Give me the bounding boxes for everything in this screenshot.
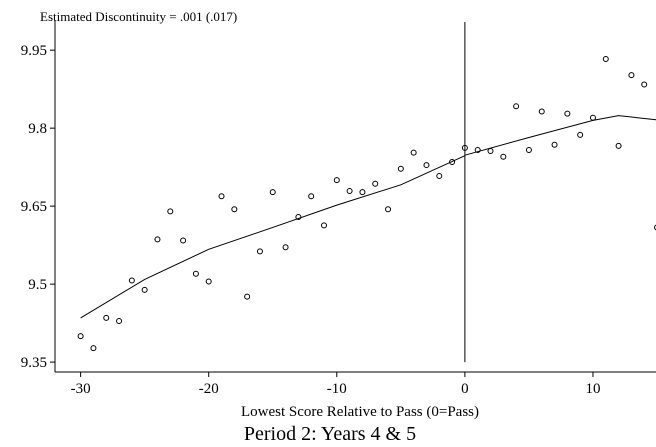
data-point — [256, 248, 263, 255]
data-point — [320, 222, 327, 229]
data-point — [654, 224, 656, 231]
data-point — [372, 180, 379, 187]
data-point — [128, 277, 135, 284]
data-point — [116, 318, 123, 325]
x-tick-label: -10 — [327, 381, 347, 397]
data-point — [538, 108, 545, 115]
data-point — [180, 237, 187, 244]
data-point — [167, 208, 174, 215]
data-point — [346, 188, 353, 195]
data-point — [423, 162, 430, 169]
data-point — [90, 345, 97, 352]
data-point — [397, 165, 404, 172]
x-axis-label: Lowest Score Relative to Pass (0=Pass) — [241, 404, 479, 420]
x-tick-label: 10 — [585, 381, 600, 397]
data-point — [282, 244, 289, 251]
data-point — [577, 131, 584, 138]
data-point — [500, 153, 507, 160]
x-tick-label: 0 — [461, 381, 469, 397]
data-point — [103, 314, 110, 321]
chart-title: Estimated Discontinuity = .001 (.017) — [40, 9, 237, 24]
y-tick-label: 9.5 — [28, 277, 47, 293]
data-point — [436, 172, 443, 179]
data-point — [269, 189, 276, 196]
data-point — [628, 72, 635, 79]
y-tick-label: 9.95 — [21, 43, 47, 59]
data-point — [154, 236, 161, 243]
data-point — [641, 81, 648, 88]
data-point — [602, 55, 609, 62]
data-point — [308, 193, 315, 200]
data-point — [589, 114, 596, 121]
y-tick-label: 9.65 — [21, 199, 47, 215]
data-point — [141, 286, 148, 293]
x-tick-label: -30 — [71, 381, 91, 397]
data-point — [192, 270, 199, 277]
data-point — [385, 206, 392, 213]
data-point — [551, 141, 558, 148]
y-tick-label: 9.35 — [21, 355, 47, 371]
data-point — [359, 189, 366, 196]
data-point — [474, 146, 481, 153]
data-point — [410, 149, 417, 156]
data-point — [218, 193, 225, 200]
data-point — [449, 158, 456, 165]
data-point — [77, 333, 84, 340]
caption: Period 2: Years 4 & 5 — [244, 423, 416, 445]
data-point — [461, 144, 468, 151]
data-point — [333, 177, 340, 184]
data-point — [295, 214, 302, 221]
data-point — [513, 103, 520, 110]
data-point — [564, 110, 571, 117]
fit-line — [464, 115, 656, 156]
fit-line — [80, 155, 466, 319]
data-point — [487, 148, 494, 155]
x-tick-label: -20 — [199, 381, 219, 397]
data-point — [231, 206, 238, 213]
y-tick-label: 9.8 — [28, 121, 47, 137]
data-point — [244, 293, 251, 300]
data-point — [615, 142, 622, 149]
data-point — [525, 146, 532, 153]
data-point — [205, 278, 212, 285]
